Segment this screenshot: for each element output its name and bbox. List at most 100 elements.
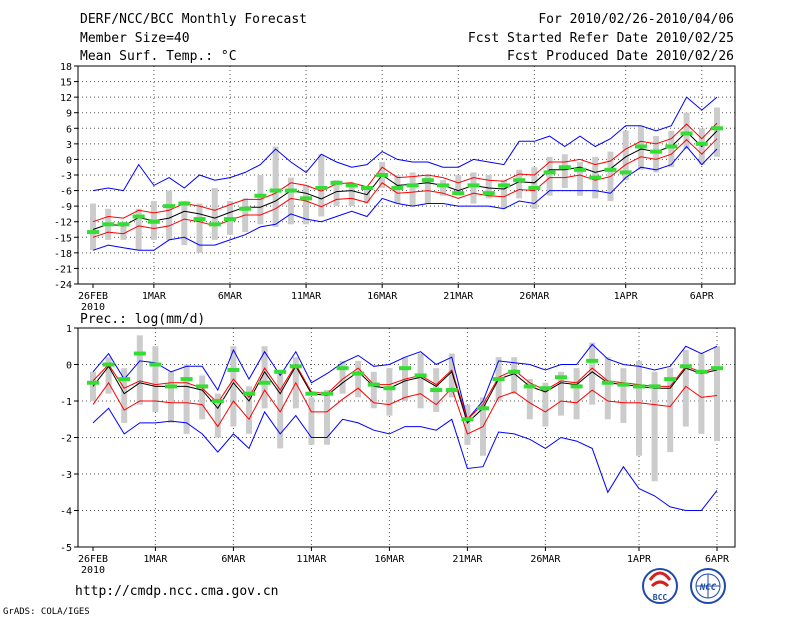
y-tick-label: -15 bbox=[54, 233, 72, 244]
forecast-marker bbox=[239, 206, 252, 211]
spread-bar bbox=[386, 368, 393, 416]
forecast-marker bbox=[497, 183, 510, 188]
spread-bar bbox=[546, 156, 553, 196]
header-start-ref: Fcst Started Refer Date 2010/02/25 bbox=[468, 31, 734, 46]
forecast-marker bbox=[284, 188, 297, 193]
forecast-marker bbox=[711, 366, 723, 371]
y-tick-label: -3 bbox=[60, 171, 72, 182]
x-tick-label: 26FEB bbox=[78, 554, 108, 565]
forecast-marker bbox=[330, 180, 343, 185]
spread-bar bbox=[561, 154, 568, 188]
spread-bar bbox=[440, 180, 447, 196]
forecast-marker bbox=[149, 362, 162, 367]
y-tick-label: -3 bbox=[60, 470, 72, 481]
footer-credit: GrADS: COLA/IGES bbox=[3, 607, 90, 617]
spread-bar bbox=[363, 187, 370, 204]
spread-bar bbox=[211, 187, 218, 240]
spread-bar bbox=[558, 371, 564, 416]
forecast-marker bbox=[508, 369, 521, 374]
spread-bar bbox=[573, 368, 580, 420]
forecast-marker bbox=[352, 371, 365, 376]
upper-blue-line bbox=[92, 96, 718, 192]
forecast-marker bbox=[336, 366, 349, 371]
x-tick-label: 26FEB bbox=[78, 291, 108, 302]
y-tick-label: 12 bbox=[60, 93, 72, 104]
forecast-marker bbox=[680, 131, 693, 136]
forecast-marker bbox=[321, 391, 333, 396]
lower-red-line bbox=[92, 381, 718, 435]
x-year-label: 2010 bbox=[81, 565, 105, 576]
forecast-marker bbox=[634, 144, 647, 149]
spread-bar bbox=[653, 136, 660, 173]
forecast-marker bbox=[648, 384, 661, 389]
forecast-marker bbox=[274, 369, 287, 374]
header-produced: Fcst Produced Date 2010/02/26 bbox=[507, 49, 734, 64]
spread-bar bbox=[199, 375, 206, 420]
spread-bar bbox=[500, 180, 507, 209]
spread-bar bbox=[683, 112, 690, 150]
x-tick-label: 11MAR bbox=[291, 291, 322, 302]
x-tick-label: 1MAR bbox=[142, 291, 167, 302]
forecast-marker bbox=[87, 380, 99, 385]
spread-bar bbox=[121, 368, 128, 423]
forecast-marker bbox=[345, 183, 358, 188]
y-tick-label: -18 bbox=[54, 249, 72, 260]
spread-bar bbox=[168, 371, 174, 423]
spread-bar bbox=[324, 390, 330, 445]
forecast-marker bbox=[513, 178, 526, 183]
spread-bar bbox=[355, 360, 362, 398]
bcc-logo: BCC bbox=[642, 568, 678, 604]
spread-bar bbox=[448, 353, 455, 398]
spread-bar bbox=[470, 172, 477, 204]
y-tick-label: 1 bbox=[66, 324, 72, 335]
forecast-marker bbox=[574, 167, 587, 172]
ensemble-mean-line bbox=[92, 130, 718, 230]
spread-bar bbox=[136, 335, 143, 405]
spread-bar bbox=[339, 360, 346, 394]
spread-bar bbox=[714, 346, 720, 442]
forecast-marker bbox=[633, 384, 645, 389]
spread-bar bbox=[261, 346, 268, 409]
spread-bar bbox=[714, 107, 720, 157]
forecast-marker bbox=[461, 417, 474, 422]
spread-bar bbox=[348, 182, 355, 207]
forecast-marker bbox=[604, 167, 617, 172]
y-tick-label: -2 bbox=[60, 434, 72, 445]
spread-bar bbox=[485, 175, 492, 199]
spread-bar bbox=[604, 357, 611, 420]
spread-bar bbox=[277, 371, 284, 449]
forecast-marker bbox=[87, 230, 99, 235]
footer-url[interactable]: http://cmdp.ncc.cma.gov.cn bbox=[75, 584, 279, 599]
x-tick-label: 6MAR bbox=[218, 291, 243, 302]
forecast-marker bbox=[165, 384, 177, 389]
x-tick-label: 26MAR bbox=[530, 554, 561, 565]
spread-bar bbox=[698, 353, 705, 434]
precipitation-panel: 1 0 -1 -2 -3 -4 -5 26FEB 1MAR 6MAR 11MAR 16MAR 21MAR… bbox=[60, 324, 736, 576]
x-tick-label: 6APR bbox=[690, 291, 715, 302]
x-tick-label: 1APR bbox=[627, 554, 652, 565]
y-tick-label: 18 bbox=[60, 62, 72, 73]
forecast-marker bbox=[391, 185, 404, 190]
forecast-marker bbox=[243, 391, 255, 396]
forecast-marker bbox=[223, 217, 236, 222]
spread-bar bbox=[511, 357, 518, 394]
spread-bar bbox=[455, 175, 462, 196]
forecast-marker bbox=[102, 222, 115, 227]
forecast-marker bbox=[208, 222, 221, 227]
forecast-marker bbox=[665, 144, 678, 149]
forecast-marker bbox=[570, 384, 583, 389]
spread-bar bbox=[166, 190, 173, 240]
forecast-marker bbox=[492, 377, 505, 382]
spread-bar bbox=[682, 349, 689, 427]
spread-bar bbox=[196, 203, 203, 253]
x-tick-label: 1MAR bbox=[143, 554, 168, 565]
forecast-marker bbox=[421, 178, 434, 183]
ncc-logo-text: NCC bbox=[699, 583, 717, 593]
spread-bar bbox=[370, 371, 377, 409]
forecast-marker bbox=[445, 388, 458, 393]
x-tick-label: 21MAR bbox=[443, 291, 474, 302]
header-title: DERF/NCC/BCC Monthly Forecast bbox=[80, 12, 307, 27]
temperature-panel: 18 15 12 9 6 3 0 -3 -6 -9 -12 -15 -18 -21 -24 26FEB 1MAR… bbox=[54, 62, 736, 313]
